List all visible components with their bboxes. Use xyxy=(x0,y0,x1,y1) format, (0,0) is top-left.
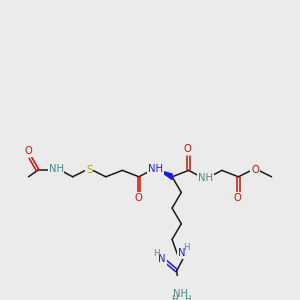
Text: H: H xyxy=(171,295,177,300)
Text: NH: NH xyxy=(49,164,64,174)
Text: H: H xyxy=(153,250,160,259)
Text: NH: NH xyxy=(148,164,163,174)
Text: O: O xyxy=(134,193,142,203)
Text: O: O xyxy=(184,144,192,154)
Polygon shape xyxy=(159,170,172,180)
Text: O: O xyxy=(234,193,242,203)
Text: NH: NH xyxy=(198,173,213,183)
Text: O: O xyxy=(251,165,259,176)
Text: N: N xyxy=(158,254,166,265)
Text: NH: NH xyxy=(173,289,188,299)
Text: H: H xyxy=(184,295,191,300)
Text: H: H xyxy=(184,243,190,252)
Text: O: O xyxy=(25,146,32,156)
Text: N: N xyxy=(178,248,185,258)
Text: S: S xyxy=(86,165,92,176)
